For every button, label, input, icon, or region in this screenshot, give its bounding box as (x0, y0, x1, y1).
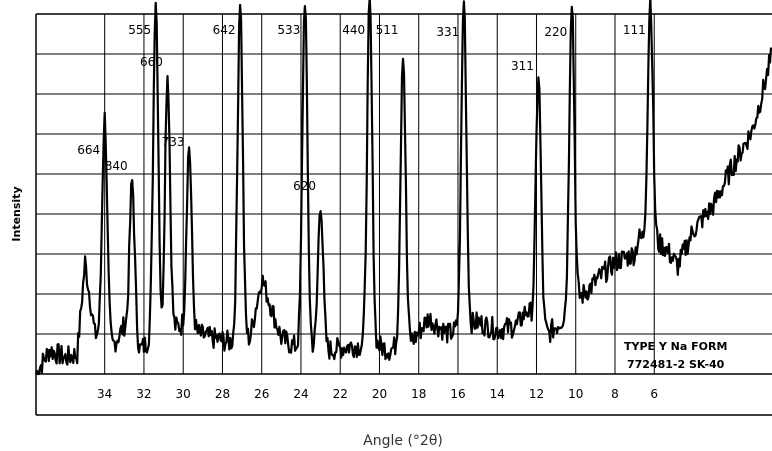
x-tick-label: 10 (568, 387, 583, 401)
peak-label-440: 440 (342, 23, 365, 37)
peak-label-642: 642 (213, 23, 236, 37)
peak-label-660: 660 (140, 55, 163, 69)
x-tick-label: 16 (450, 387, 465, 401)
peak-label-511: 511 (376, 23, 399, 37)
x-tick-label: 6 (650, 387, 658, 401)
peak-label-840: 840 (105, 159, 128, 173)
peak-label-220: 220 (544, 25, 567, 39)
peak-label-111: 111 (623, 23, 646, 37)
x-tick-label: 14 (490, 387, 505, 401)
x-tick-label: 26 (254, 387, 269, 401)
peak-label-331: 331 (436, 25, 459, 39)
sample-note-line-1: TYPE Y Na FORM (624, 340, 727, 353)
x-tick-label: 34 (97, 387, 112, 401)
x-tick-label: 18 (411, 387, 426, 401)
peak-label-311: 311 (511, 59, 534, 73)
peak-label-664: 664 (77, 143, 100, 157)
x-axis-label: Angle (°2θ) (363, 433, 443, 449)
data-series-trace (34, 0, 772, 376)
peak-labels: 664 840 555 660 733 642 533 620 440 511 331 311 220 1… (77, 23, 646, 193)
peak-label-555: 555 (128, 23, 151, 37)
y-axis-label: Intensity (10, 186, 23, 241)
x-tick-label: 28 (215, 387, 230, 401)
x-tick-label: 22 (333, 387, 348, 401)
x-tick-label: 24 (293, 387, 308, 401)
sample-note-line-2: 772481-2 SK-40 (627, 358, 725, 371)
x-tick-label: 12 (529, 387, 544, 401)
x-axis-ticks: 34 32 30 28 26 24 22 20 18 16 14 12 10 8 6 (97, 387, 658, 401)
x-tick-label: 20 (372, 387, 387, 401)
x-tick-label: 8 (611, 387, 619, 401)
x-tick-label: 30 (176, 387, 191, 401)
peak-label-533: 533 (277, 23, 300, 37)
peak-label-733: 733 (162, 135, 185, 149)
peak-label-620: 620 (293, 179, 316, 193)
x-tick-label: 32 (136, 387, 151, 401)
